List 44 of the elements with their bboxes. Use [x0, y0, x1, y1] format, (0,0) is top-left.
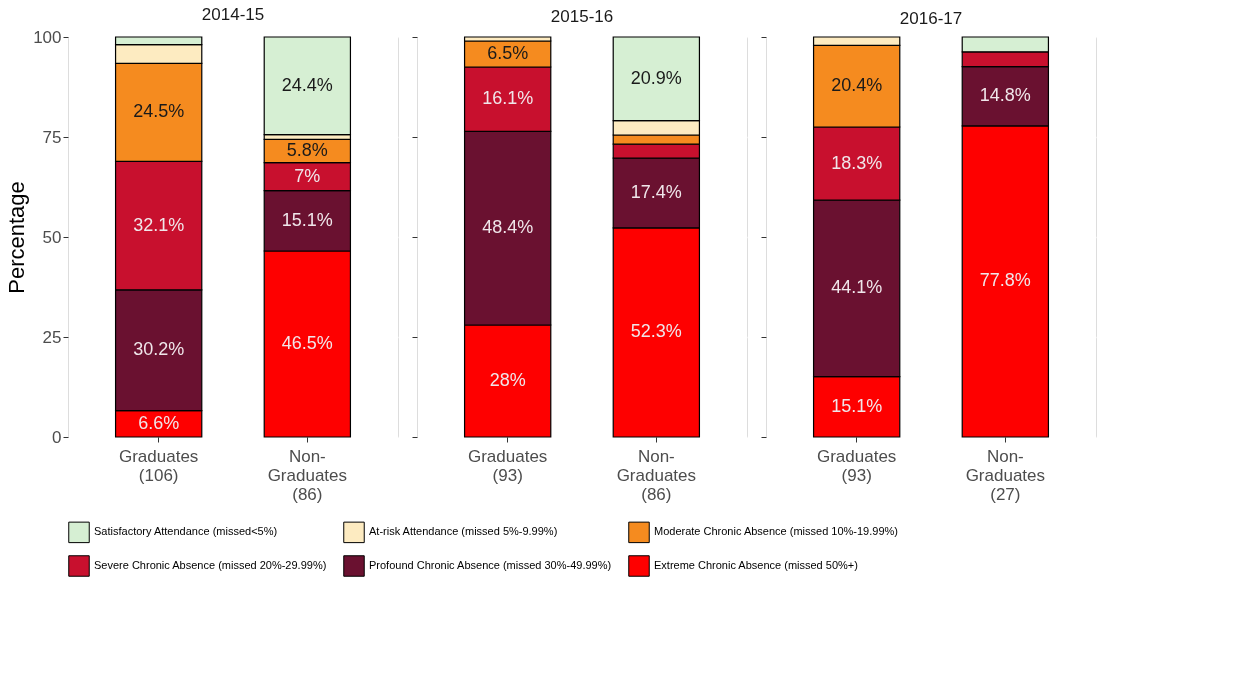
data-label: 6.6% — [138, 412, 180, 433]
data-label: 16.1% — [482, 88, 534, 109]
y-tick-label: 100 — [33, 27, 62, 47]
data-label: 20.4% — [831, 75, 883, 96]
data-label: 7% — [294, 165, 321, 186]
data-label: 6.5% — [487, 43, 529, 63]
bar — [263, 36, 352, 136]
data-label: 77.8% — [979, 270, 1031, 291]
data-label: 18.3% — [831, 152, 883, 173]
data-label: 14.8% — [979, 85, 1031, 106]
x-tick-label: Non- Graduates (86) — [267, 446, 348, 504]
data-label: 30.2% — [133, 339, 185, 360]
x-tick-label: Graduates (93) — [816, 446, 897, 485]
data-label: 32.1% — [133, 214, 185, 235]
data-label: 52.3% — [630, 321, 682, 342]
data-label: 24.5% — [133, 101, 185, 122]
legend-label: Extreme Chronic Absence (missed 50%+) — [654, 559, 858, 571]
data-label: 28% — [489, 370, 526, 390]
x-tick-label: Graduates (93) — [467, 446, 548, 485]
data-label: 46.5% — [281, 333, 333, 353]
y-tick-label: 75 — [42, 127, 62, 147]
data-label: 48.4% — [482, 217, 534, 238]
y-tick-label: 50 — [42, 227, 62, 247]
legend-label: At-risk Attendance (missed 5%-9.99%) — [369, 525, 558, 538]
data-label: 20.9% — [630, 67, 682, 88]
data-label: 17.4% — [630, 182, 682, 202]
data-label: 15.1% — [831, 395, 883, 416]
x-tick-label: Graduates (106) — [118, 446, 199, 485]
legend-label: Satisfactory Attendance (missed<5%) — [94, 525, 278, 538]
x-tick-label: Non- Graduates (27) — [965, 446, 1046, 504]
y-tick-label: 0 — [52, 427, 62, 447]
data-label: 24.4% — [281, 74, 333, 95]
y-axis-title: Percentage — [4, 181, 30, 294]
data-label: 15.1% — [281, 209, 333, 230]
chart-title: 2014-15 — [201, 5, 265, 24]
chart-title: 2015-16 — [550, 7, 614, 26]
data-label: 44.1% — [831, 277, 883, 298]
legend-label: Moderate Chronic Absence (missed 10%-19.99%) — [654, 525, 898, 538]
legend-label: Severe Chronic Absence (missed 20%-29.99%) — [94, 559, 327, 571]
data-label: 5.8% — [286, 140, 328, 160]
y-tick-label: 25 — [42, 327, 62, 347]
x-tick-label: Non- Graduates (86) — [616, 446, 697, 504]
legend-label: Profound Chronic Absence (missed 30%-49.99%) — [369, 559, 612, 571]
chart-title: 2016-17 — [899, 9, 963, 29]
